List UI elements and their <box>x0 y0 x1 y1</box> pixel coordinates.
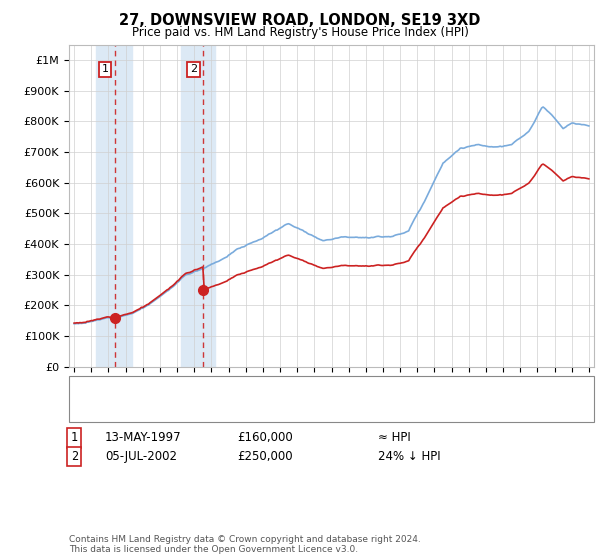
Bar <box>97 45 133 367</box>
Text: 13-MAY-1997: 13-MAY-1997 <box>105 431 182 445</box>
Text: 27, DOWNSVIEW ROAD, LONDON, SE19 3XD (detached house): 27, DOWNSVIEW ROAD, LONDON, SE19 3XD (de… <box>127 384 453 394</box>
Text: Price paid vs. HM Land Registry's House Price Index (HPI): Price paid vs. HM Land Registry's House … <box>131 26 469 39</box>
Text: £160,000: £160,000 <box>237 431 293 445</box>
Text: ≈ HPI: ≈ HPI <box>378 431 411 445</box>
Text: 1: 1 <box>71 431 78 445</box>
Text: 27, DOWNSVIEW ROAD, LONDON, SE19 3XD: 27, DOWNSVIEW ROAD, LONDON, SE19 3XD <box>119 13 481 29</box>
Text: 24% ↓ HPI: 24% ↓ HPI <box>378 450 440 463</box>
Text: 1: 1 <box>102 64 109 74</box>
Text: 05-JUL-2002: 05-JUL-2002 <box>105 450 177 463</box>
Text: HPI: Average price, detached house, Croydon: HPI: Average price, detached house, Croy… <box>127 403 363 413</box>
Bar <box>181 45 215 367</box>
Text: Contains HM Land Registry data © Crown copyright and database right 2024.
This d: Contains HM Land Registry data © Crown c… <box>69 535 421 554</box>
Text: 2: 2 <box>190 64 197 74</box>
Text: 2: 2 <box>71 450 78 463</box>
Text: £250,000: £250,000 <box>237 450 293 463</box>
